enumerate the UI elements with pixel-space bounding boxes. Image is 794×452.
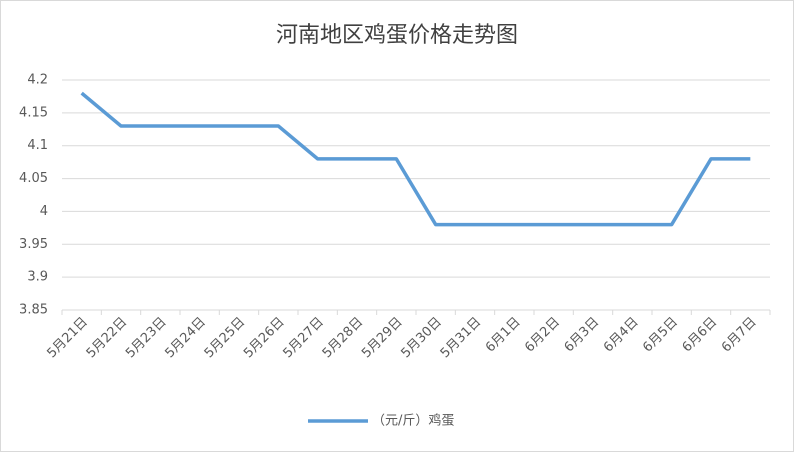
chart-title: 河南地区鸡蛋价格走势图 xyxy=(276,23,518,48)
y-tick-label: 4.1 xyxy=(27,138,48,153)
y-tick-label: 4.2 xyxy=(27,73,48,88)
y-tick-label: 4.15 xyxy=(19,105,48,120)
y-tick-label: 4 xyxy=(40,204,48,219)
y-tick-label: 3.9 xyxy=(27,270,48,285)
y-tick-label: 4.05 xyxy=(19,171,48,186)
legend-label: （元/斤）鸡蛋 xyxy=(372,413,454,429)
y-tick-label: 3.95 xyxy=(19,237,48,252)
y-tick-label: 3.85 xyxy=(19,303,48,318)
line-series xyxy=(80,91,751,227)
